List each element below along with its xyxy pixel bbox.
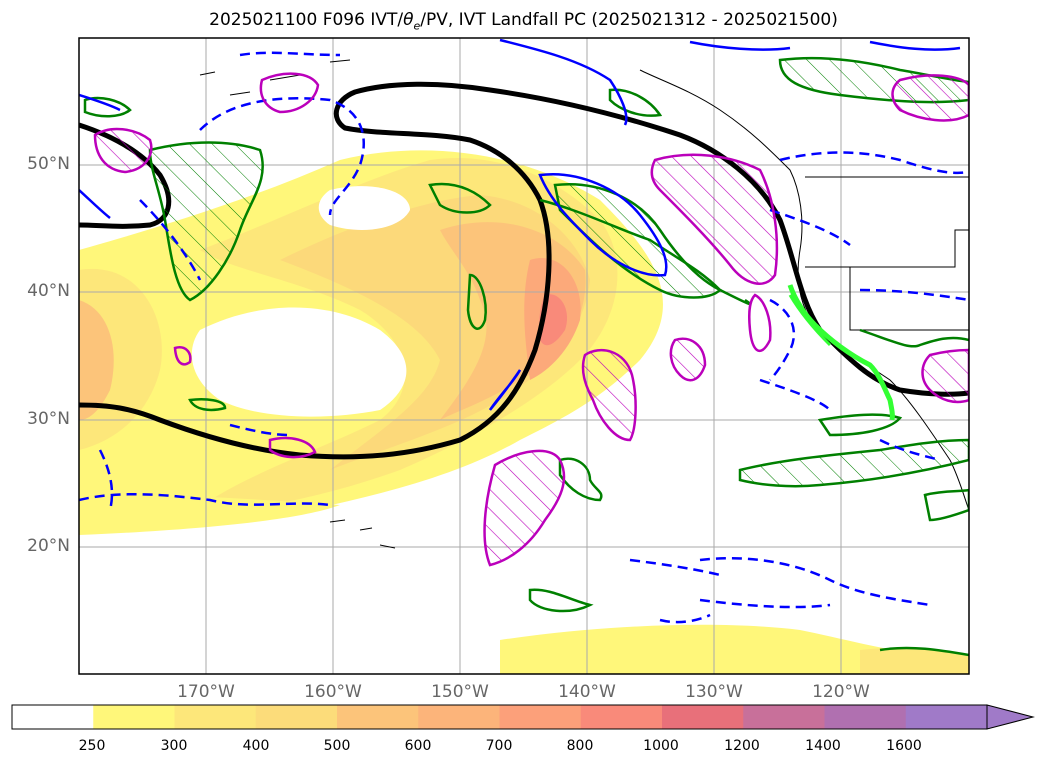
colorbar-tick-800: 800 — [566, 738, 594, 754]
colorbar-tick-1600: 1600 — [886, 738, 922, 754]
pv-negative-dashed-contours — [79, 51, 969, 624]
colorbar-segment — [743, 705, 825, 729]
map-frame — [78, 37, 970, 675]
lon-label-170w: 170°W — [177, 682, 235, 702]
colorbar-tick-1400: 1400 — [805, 738, 841, 754]
lon-label-150w: 150°W — [431, 682, 489, 702]
colorbar-segment — [174, 705, 257, 729]
colorbar-tick-500: 500 — [323, 738, 351, 754]
colorbar-tick-1200: 1200 — [724, 738, 760, 754]
colorbar-segment — [824, 705, 907, 729]
ivt-landfall-line — [787, 284, 895, 421]
colorbar-tick-700: 700 — [485, 738, 513, 754]
colorbar-segment — [662, 705, 744, 729]
colorbar-tick-250: 250 — [78, 738, 106, 754]
colorbar-segment — [12, 705, 94, 729]
lat-label-40n: 40°N — [27, 281, 70, 301]
colorbar — [11, 704, 1035, 730]
colorbar-segment — [418, 705, 500, 729]
colorbar-segment — [905, 705, 988, 729]
colorbar-segment — [337, 705, 419, 729]
map-title: 2025021100 F096 IVT/θe/PV, IVT Landfall … — [209, 10, 838, 33]
lat-label-20n: 20°N — [27, 536, 70, 556]
lon-label-140w: 140°W — [558, 682, 616, 702]
colorbar-segment — [499, 705, 582, 729]
lon-label-130w: 130°W — [685, 682, 743, 702]
lat-label-50n: 50°N — [27, 154, 70, 174]
colorbar-extend-arrow — [986, 704, 1035, 730]
colorbar-segment — [93, 705, 175, 729]
lat-label-30n: 30°N — [27, 409, 70, 429]
colorbar-tick-300: 300 — [160, 738, 188, 754]
lon-label-160w: 160°W — [304, 682, 362, 702]
colorbar-tick-400: 400 — [242, 738, 270, 754]
colorbar-segment — [255, 705, 338, 729]
lon-label-120w: 120°W — [812, 682, 870, 702]
pv-negative-contours — [79, 38, 961, 411]
colorbar-tick-600: 600 — [404, 738, 432, 754]
colorbar-tick-1000: 1000 — [643, 738, 679, 754]
ivt-landfall-pc-hatched — [93, 72, 969, 567]
colorbar-segment — [580, 705, 663, 729]
